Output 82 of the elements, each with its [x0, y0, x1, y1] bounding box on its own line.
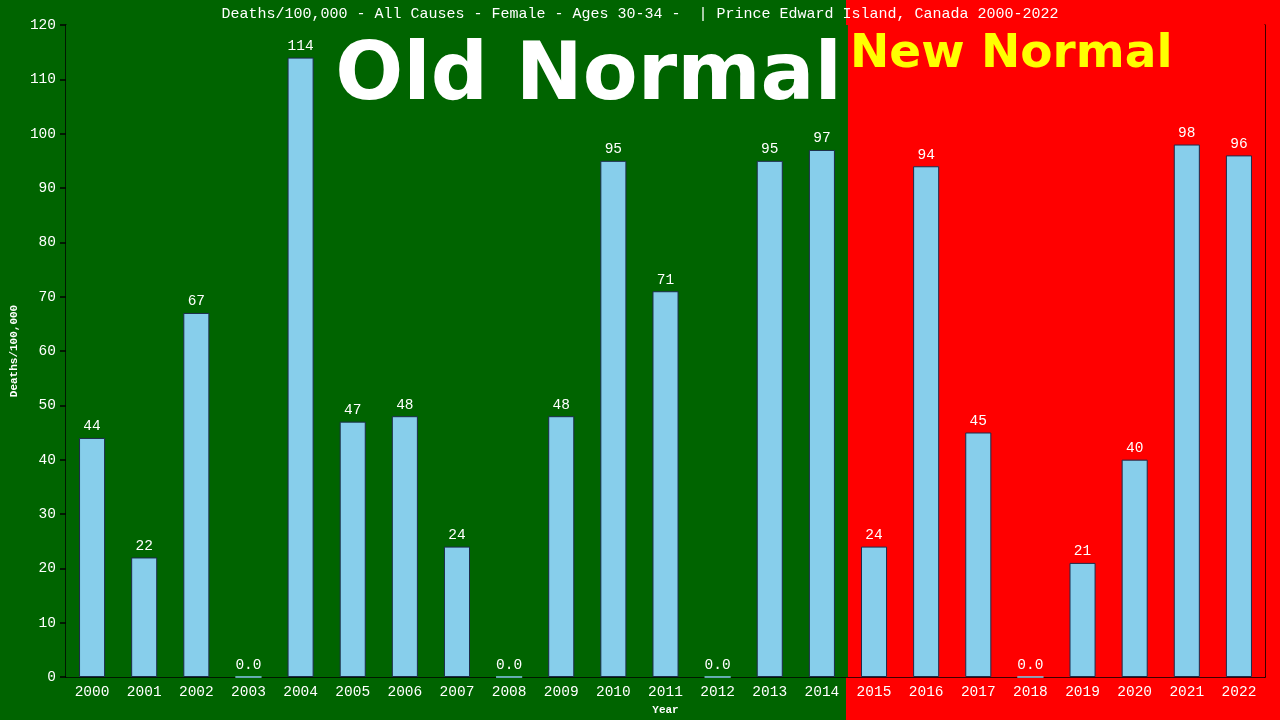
bar: [548, 416, 575, 677]
x-tick-label: 2013: [752, 683, 788, 700]
bar: [1225, 155, 1252, 677]
band-label: Old Normal: [335, 24, 842, 118]
band-label: New Normal: [849, 23, 1173, 78]
bar: [443, 546, 471, 677]
x-tick-label: 2002: [178, 683, 214, 700]
x-tick-label: 2008: [491, 683, 527, 700]
data-label: 67: [187, 293, 206, 310]
data-label: 0.0: [704, 657, 731, 673]
data-label: 0.0: [1017, 657, 1044, 673]
bar: [131, 557, 158, 677]
x-tick-label: 2019: [1065, 683, 1100, 700]
x-tick-label: 2009: [543, 683, 579, 700]
x-axis-title: Year: [652, 703, 679, 716]
bar: [183, 312, 210, 677]
data-label: 40: [1125, 440, 1144, 457]
x-tick-label: 2006: [387, 683, 423, 700]
data-label: 22: [135, 537, 153, 554]
data-label: 114: [287, 38, 314, 55]
data-label: 45: [969, 413, 987, 429]
x-tick-label: 2015: [856, 683, 892, 700]
data-label: 71: [656, 271, 675, 288]
bar: [913, 166, 940, 677]
x-tick-label: 2022: [1221, 683, 1257, 700]
bar: [965, 432, 992, 677]
y-axis-title: Deaths/100,000: [7, 304, 20, 398]
x-tick-label: 2001: [126, 683, 162, 700]
data-label: 94: [917, 146, 935, 163]
x-tick-label: 2011: [648, 683, 683, 700]
x-tick-label: 2007: [439, 683, 475, 700]
x-tick-label: 2005: [335, 683, 371, 700]
y-tick-label: 60: [38, 343, 56, 359]
x-tick-label: 2014: [804, 683, 840, 700]
bar: [1069, 562, 1096, 677]
y-tick-label: 50: [38, 397, 56, 414]
x-tick-label: 2012: [700, 683, 736, 700]
x-tick-label: 2003: [231, 683, 266, 700]
y-tick-label: 0: [47, 669, 56, 685]
y-tick-label: 30: [38, 506, 56, 522]
data-label: 95: [604, 141, 623, 158]
y-tick-label: 120: [29, 17, 56, 33]
bar: [808, 149, 835, 677]
x-tick-label: 2000: [74, 683, 110, 700]
y-tick-label: 10: [38, 614, 56, 631]
x-tick-label: 2016: [908, 683, 944, 700]
x-tick-label: 2021: [1169, 683, 1205, 700]
x-tick-label: 2020: [1117, 683, 1153, 700]
y-tick-label: 90: [38, 180, 56, 196]
data-label: 48: [396, 396, 414, 413]
bar: [391, 416, 418, 677]
bar: [600, 160, 627, 677]
bar: [1121, 459, 1148, 677]
x-tick-label: 2018: [1013, 683, 1048, 700]
data-label: 21: [1073, 543, 1092, 560]
data-label: 44: [83, 418, 101, 435]
data-label: 98: [1178, 125, 1196, 142]
data-label: 95: [761, 141, 779, 158]
bar: [287, 57, 314, 677]
bar: [860, 546, 888, 677]
x-tick-label: 2017: [960, 683, 996, 700]
y-tick-label: 70: [38, 288, 56, 305]
data-label: 97: [813, 130, 831, 147]
bar: [1173, 144, 1200, 677]
x-tick-label: 2004: [283, 683, 318, 700]
data-label: 96: [1230, 135, 1248, 152]
data-label: 47: [344, 402, 362, 419]
data-label: 48: [552, 396, 570, 413]
x-tick-label: 2010: [595, 683, 631, 700]
y-tick-label: 110: [29, 71, 56, 88]
bar: [756, 160, 783, 677]
bar: [339, 421, 366, 677]
bar: [652, 291, 679, 677]
y-tick-label: 100: [29, 125, 56, 142]
data-label: 24: [865, 527, 883, 544]
data-label: 0.0: [235, 657, 262, 673]
data-label: 0.0: [496, 657, 523, 673]
data-label: 24: [448, 527, 466, 544]
y-tick-label: 20: [38, 560, 56, 577]
y-tick-label: 40: [38, 451, 56, 468]
y-tick-label: 80: [38, 234, 56, 251]
bar: [79, 437, 106, 677]
